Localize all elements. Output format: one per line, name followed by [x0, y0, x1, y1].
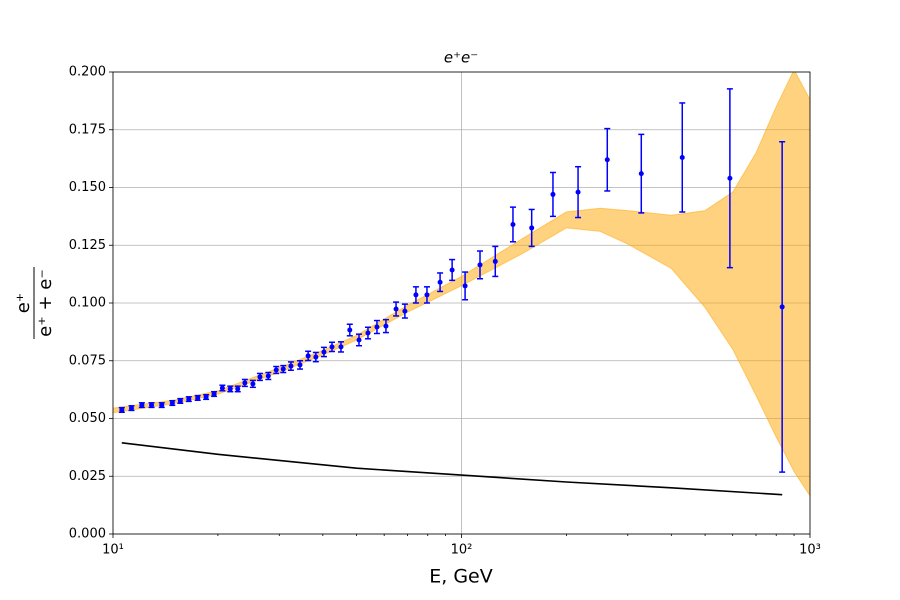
data-point: [321, 349, 327, 355]
data-point: [338, 344, 344, 350]
data-point: [273, 367, 279, 373]
data-point: [186, 396, 192, 402]
band-upper-edge: [113, 72, 810, 409]
data-point: [492, 258, 498, 264]
data-point: [139, 402, 145, 408]
data-point: [638, 171, 644, 177]
data-point: [727, 175, 733, 181]
y-tick-label: 0.175: [69, 122, 106, 137]
data-point: [550, 191, 556, 197]
y-tick-label: 0.075: [69, 353, 106, 368]
data-point: [477, 262, 483, 268]
y-axis-label: e⁺ e⁺ + e⁻: [13, 267, 56, 339]
data-point: [393, 306, 399, 312]
data-point: [779, 304, 785, 310]
data-point: [383, 323, 389, 329]
data-point: [305, 353, 311, 359]
data-point: [402, 308, 408, 314]
data-point: [329, 344, 335, 350]
model-line: [121, 442, 783, 496]
data-point: [159, 402, 165, 408]
data-point: [219, 385, 225, 391]
y-tick-label: 0.150: [69, 180, 106, 195]
data-point: [529, 225, 535, 231]
data-point: [177, 398, 183, 404]
y-tick-label: 0.100: [69, 296, 106, 311]
data-point: [211, 391, 217, 397]
data-point: [265, 373, 271, 379]
confidence-band: [113, 72, 810, 496]
data-point: [149, 402, 155, 408]
data-point: [169, 400, 175, 406]
chart-title: e⁺e⁻: [444, 49, 478, 67]
data-point: [257, 374, 263, 380]
y-tick-label: 0.125: [69, 238, 106, 253]
data-point: [679, 154, 685, 160]
y-tick-label: 0.025: [69, 469, 106, 484]
data-point: [119, 407, 125, 413]
data-point: [413, 292, 419, 298]
y-label-denominator: e⁺ + e⁻: [35, 269, 56, 337]
data-point: [235, 386, 241, 392]
data-point: [604, 157, 610, 163]
data-point: [575, 189, 581, 195]
data-point: [203, 394, 209, 400]
ticks: 0.000 0.025 0.050 0.075 0.100 0.125 0.150 0.175…: [69, 65, 821, 558]
data-point: [374, 324, 380, 330]
data-point: [297, 362, 303, 368]
data-point: [462, 283, 468, 289]
y-label-numerator: e⁺: [13, 293, 34, 314]
data-point: [356, 337, 362, 343]
data-point: [424, 292, 430, 298]
plot-area: [113, 72, 810, 497]
x-tick-label: 10³: [799, 543, 821, 558]
data-point: [365, 330, 371, 336]
x-tick-label: 10¹: [102, 543, 124, 558]
data-point: [242, 380, 248, 386]
data-point: [195, 395, 201, 401]
data-point: [227, 386, 233, 392]
data-point: [288, 363, 294, 369]
data-point: [313, 354, 319, 360]
y-tick-label: 0.000: [69, 527, 106, 542]
data-point: [280, 366, 286, 372]
x-tick-label: 10²: [451, 543, 473, 558]
data-point: [449, 267, 455, 273]
x-axis-label: E, GeV: [429, 566, 493, 588]
data-point: [250, 381, 256, 387]
data-point: [128, 405, 134, 411]
band-lower-edge: [113, 227, 810, 497]
y-tick-label: 0.050: [69, 411, 106, 426]
data-point: [347, 327, 353, 333]
data-point: [510, 221, 516, 227]
data-point: [437, 279, 443, 285]
y-tick-label: 0.200: [69, 65, 106, 80]
